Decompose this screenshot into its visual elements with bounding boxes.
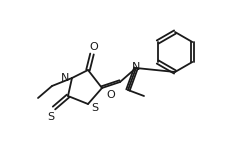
Text: N: N: [61, 73, 69, 83]
Text: O: O: [90, 42, 98, 52]
Text: S: S: [91, 103, 99, 113]
Text: N: N: [132, 62, 140, 72]
Text: S: S: [47, 112, 54, 122]
Text: O: O: [107, 90, 115, 100]
